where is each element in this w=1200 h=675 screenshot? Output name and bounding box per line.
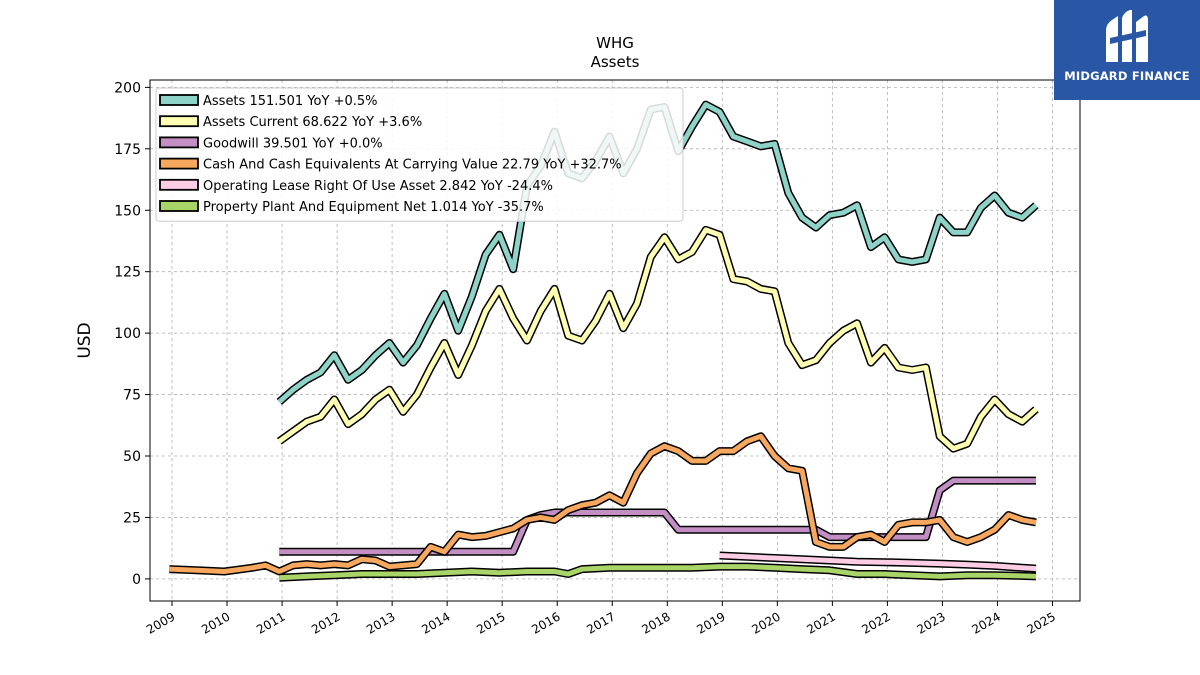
- x-tick-label: 2022: [859, 609, 892, 636]
- x-tick-label: 2013: [364, 609, 397, 636]
- y-tick-label: 100: [114, 326, 141, 342]
- legend-swatch: [159, 115, 199, 128]
- midgard-logo-mark-icon: [1106, 10, 1148, 62]
- legend-item: Goodwill 39.501 YoY +0.0%: [159, 136, 383, 151]
- chart-title: WHG: [596, 34, 634, 52]
- legend-box: [155, 87, 684, 222]
- x-tick-label: 2014: [419, 609, 452, 636]
- legend-item: Cash And Cash Equivalents At Carrying Va…: [159, 157, 622, 173]
- x-tick-label: 2024: [970, 609, 1003, 636]
- chart-subtitle: Assets: [591, 53, 640, 71]
- legend-item: Assets 151.501 YoY +0.5%: [159, 94, 378, 109]
- y-tick-label: 0: [132, 572, 141, 588]
- y-tick-label: 75: [123, 388, 141, 404]
- x-tick-label: 2012: [309, 609, 342, 636]
- y-axis-label: USD: [75, 322, 95, 358]
- series-line: [169, 433, 1037, 574]
- y-tick-label: 125: [114, 265, 141, 281]
- x-tick-label: 2009: [144, 609, 177, 636]
- y-tick-label: 200: [114, 80, 141, 96]
- series-line: [719, 553, 1037, 572]
- x-tick-label: 2021: [804, 609, 837, 636]
- legend-item: Assets Current 68.622 YoY +3.6%: [159, 115, 422, 130]
- legend-label: Property Plant And Equipment Net 1.014 Y…: [203, 200, 544, 215]
- legend-item: Operating Lease Right Of Use Asset 2.842…: [159, 178, 553, 194]
- x-tick-label: 2010: [199, 609, 232, 636]
- x-tick-label: 2017: [584, 609, 617, 636]
- x-tick-label: 2019: [694, 609, 727, 636]
- series-1: [276, 225, 1039, 453]
- logo-text: MIDGARD FINANCE: [1064, 69, 1190, 83]
- x-tick-label: 2011: [254, 609, 287, 636]
- legend-label: Goodwill 39.501 YoY +0.0%: [203, 136, 383, 151]
- x-tick-label: 2023: [914, 609, 947, 636]
- legend-label: Assets 151.501 YoY +0.5%: [203, 94, 378, 109]
- legend: Assets 151.501 YoY +0.5% Assets Current 6…: [155, 87, 684, 222]
- y-tick-label: 150: [114, 203, 141, 219]
- midgard-finance-logo: MIDGARD FINANCE: [1054, 0, 1200, 100]
- series-line: [277, 227, 1038, 452]
- axes-frame: [149, 79, 1081, 602]
- y-tick-label: 25: [123, 510, 141, 526]
- legend-swatch: [159, 94, 199, 106]
- series-5: [279, 562, 1037, 582]
- legend-label: Cash And Cash Equivalents At Carrying Va…: [203, 158, 622, 173]
- series-line: [279, 478, 1036, 555]
- x-tick-label: 2015: [474, 609, 507, 636]
- x-tick-label: 2016: [529, 609, 562, 636]
- legend-swatch: [159, 157, 199, 170]
- legend-swatch: [159, 200, 199, 212]
- legend-label: Assets Current 68.622 YoY +3.6%: [203, 115, 422, 130]
- x-tick-label: 2025: [1025, 609, 1058, 636]
- legend-swatch: [159, 178, 199, 191]
- legend-item: Property Plant And Equipment Net 1.014 Y…: [159, 200, 544, 215]
- legend-swatch: [159, 136, 199, 149]
- series-2: [279, 476, 1036, 556]
- y-tick-label: 175: [114, 142, 141, 158]
- x-tick-label: 2018: [639, 609, 672, 636]
- legend-label: Operating Lease Right Of Use Asset 2.842…: [203, 179, 553, 194]
- x-tick-label: 2020: [749, 609, 782, 636]
- series-line: [279, 564, 1037, 581]
- series-3: [169, 432, 1037, 576]
- y-tick-label: 50: [123, 449, 141, 465]
- series-4: [719, 551, 1037, 573]
